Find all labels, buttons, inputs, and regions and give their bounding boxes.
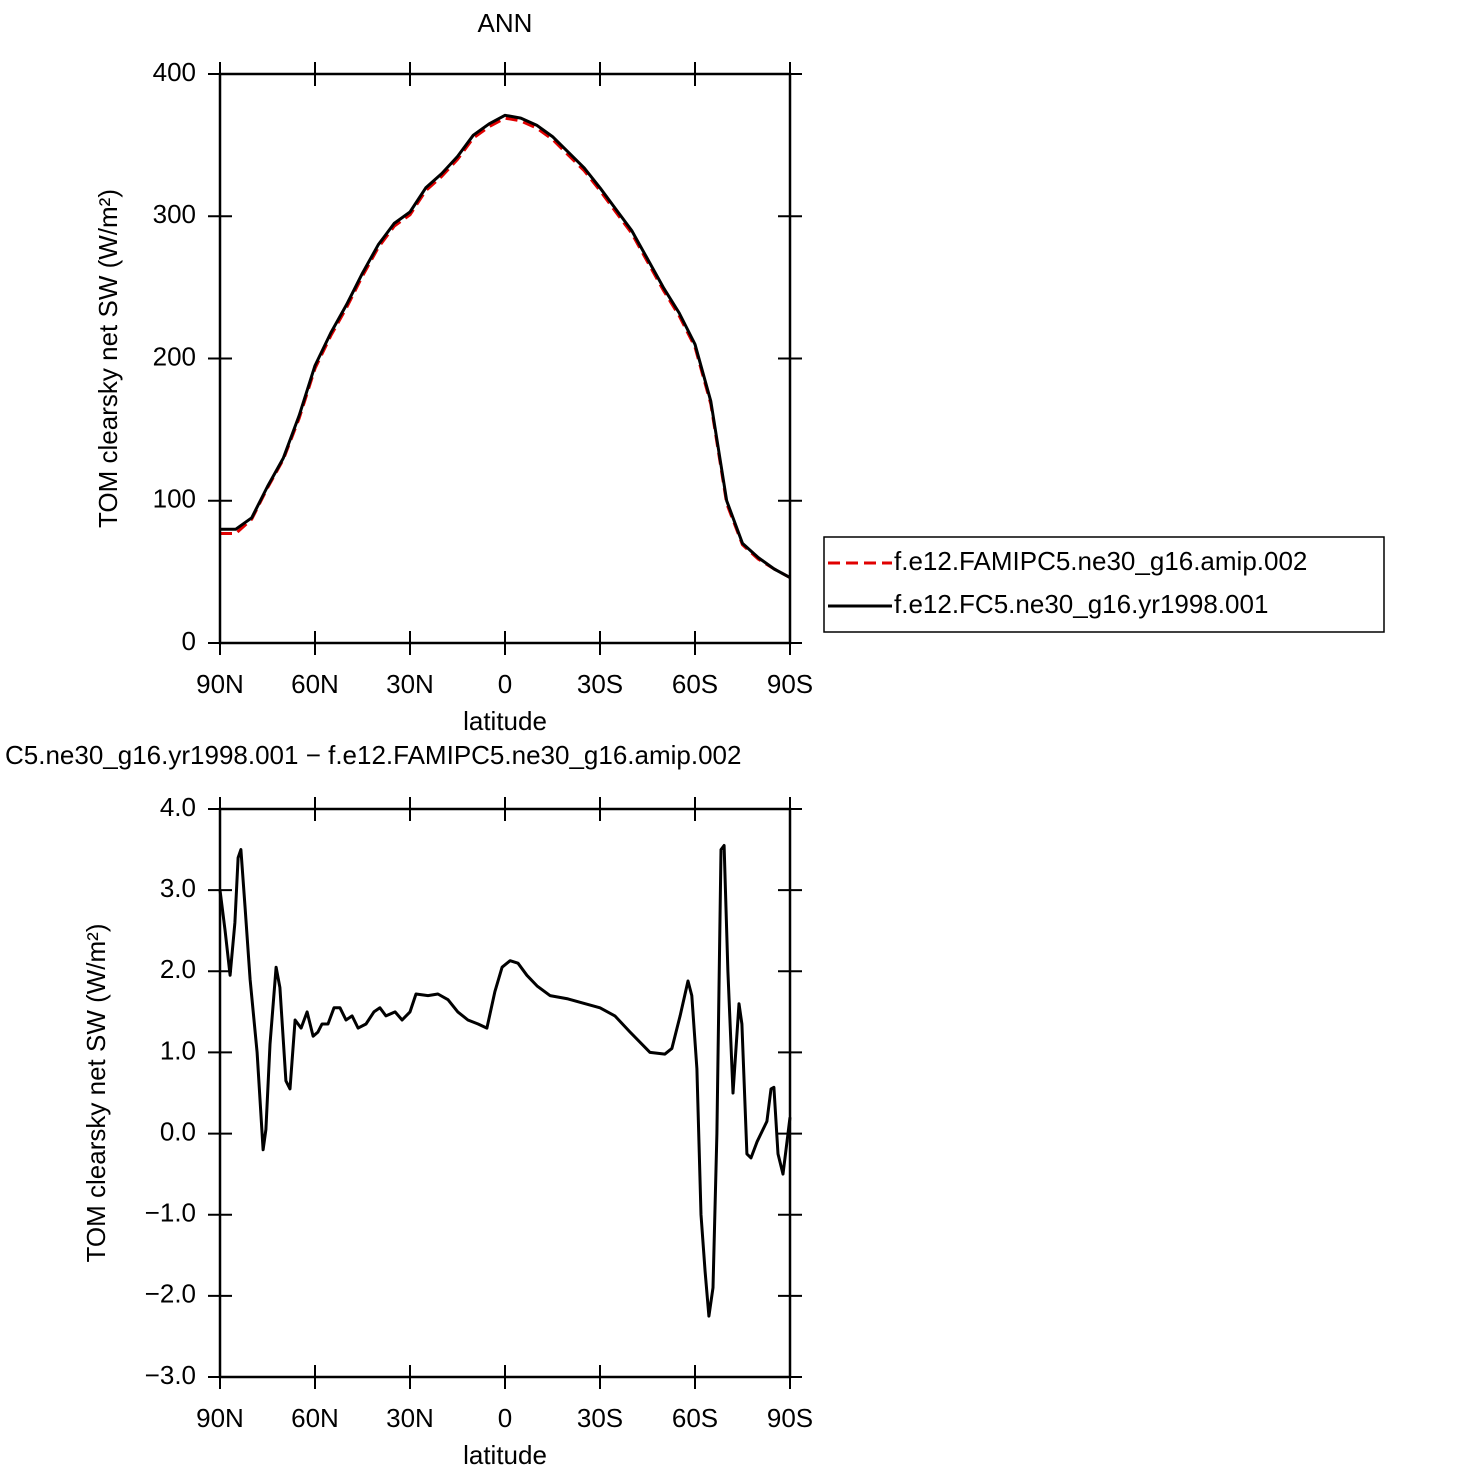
y-axis-label: TOM clearsky net SW (W/m²) xyxy=(93,189,123,528)
y-tick-label: 2.0 xyxy=(160,954,196,984)
x-tick-label: 90N xyxy=(196,669,244,699)
data-line xyxy=(220,116,791,579)
x-tick-label: 0 xyxy=(498,669,512,699)
chart-title: ANN xyxy=(478,8,533,38)
y-tick-label: 0.0 xyxy=(160,1116,196,1146)
legend-box xyxy=(823,536,1385,633)
data-line xyxy=(220,113,791,579)
y-axis-label: TOM clearsky net SW (W/m²) xyxy=(81,924,111,1263)
x-tick-label: 30S xyxy=(577,669,623,699)
x-axis-label: latitude xyxy=(463,1440,547,1470)
legend-label: f.e12.FC5.ne30_g16.yr1998.001 xyxy=(894,589,1268,619)
x-axis-label: latitude xyxy=(463,706,547,736)
x-tick-label: 60S xyxy=(672,1403,718,1433)
y-tick-label: 100 xyxy=(153,484,196,514)
y-tick-label: −1.0 xyxy=(145,1198,196,1228)
x-tick-label: 60N xyxy=(291,669,339,699)
x-tick-label: 90S xyxy=(767,669,813,699)
y-tick-label: 400 xyxy=(153,57,196,87)
x-tick-label: 90S xyxy=(767,1403,813,1433)
y-tick-label: 0 xyxy=(182,626,196,656)
y-tick-label: 300 xyxy=(153,199,196,229)
y-tick-label: 200 xyxy=(153,341,196,371)
x-tick-label: 60S xyxy=(672,669,718,699)
data-line xyxy=(218,844,792,1318)
chart-title: C5.ne30_g16.yr1998.001 − f.e12.FAMIPC5.n… xyxy=(5,740,741,770)
x-tick-label: 30S xyxy=(577,1403,623,1433)
plot-frame xyxy=(218,72,792,645)
y-tick-label: 4.0 xyxy=(160,792,196,822)
y-tick-label: 1.0 xyxy=(160,1035,196,1065)
plot-frame xyxy=(218,807,792,1379)
y-tick-label: −2.0 xyxy=(145,1279,196,1309)
y-tick-label: 3.0 xyxy=(160,873,196,903)
x-tick-label: 30N xyxy=(386,1403,434,1433)
x-tick-label: 0 xyxy=(498,1403,512,1433)
y-tick-label: −3.0 xyxy=(145,1360,196,1390)
x-tick-label: 60N xyxy=(291,1403,339,1433)
x-tick-label: 90N xyxy=(196,1403,244,1433)
x-tick-label: 30N xyxy=(386,669,434,699)
legend-label: f.e12.FAMIPC5.ne30_g16.amip.002 xyxy=(894,546,1307,576)
